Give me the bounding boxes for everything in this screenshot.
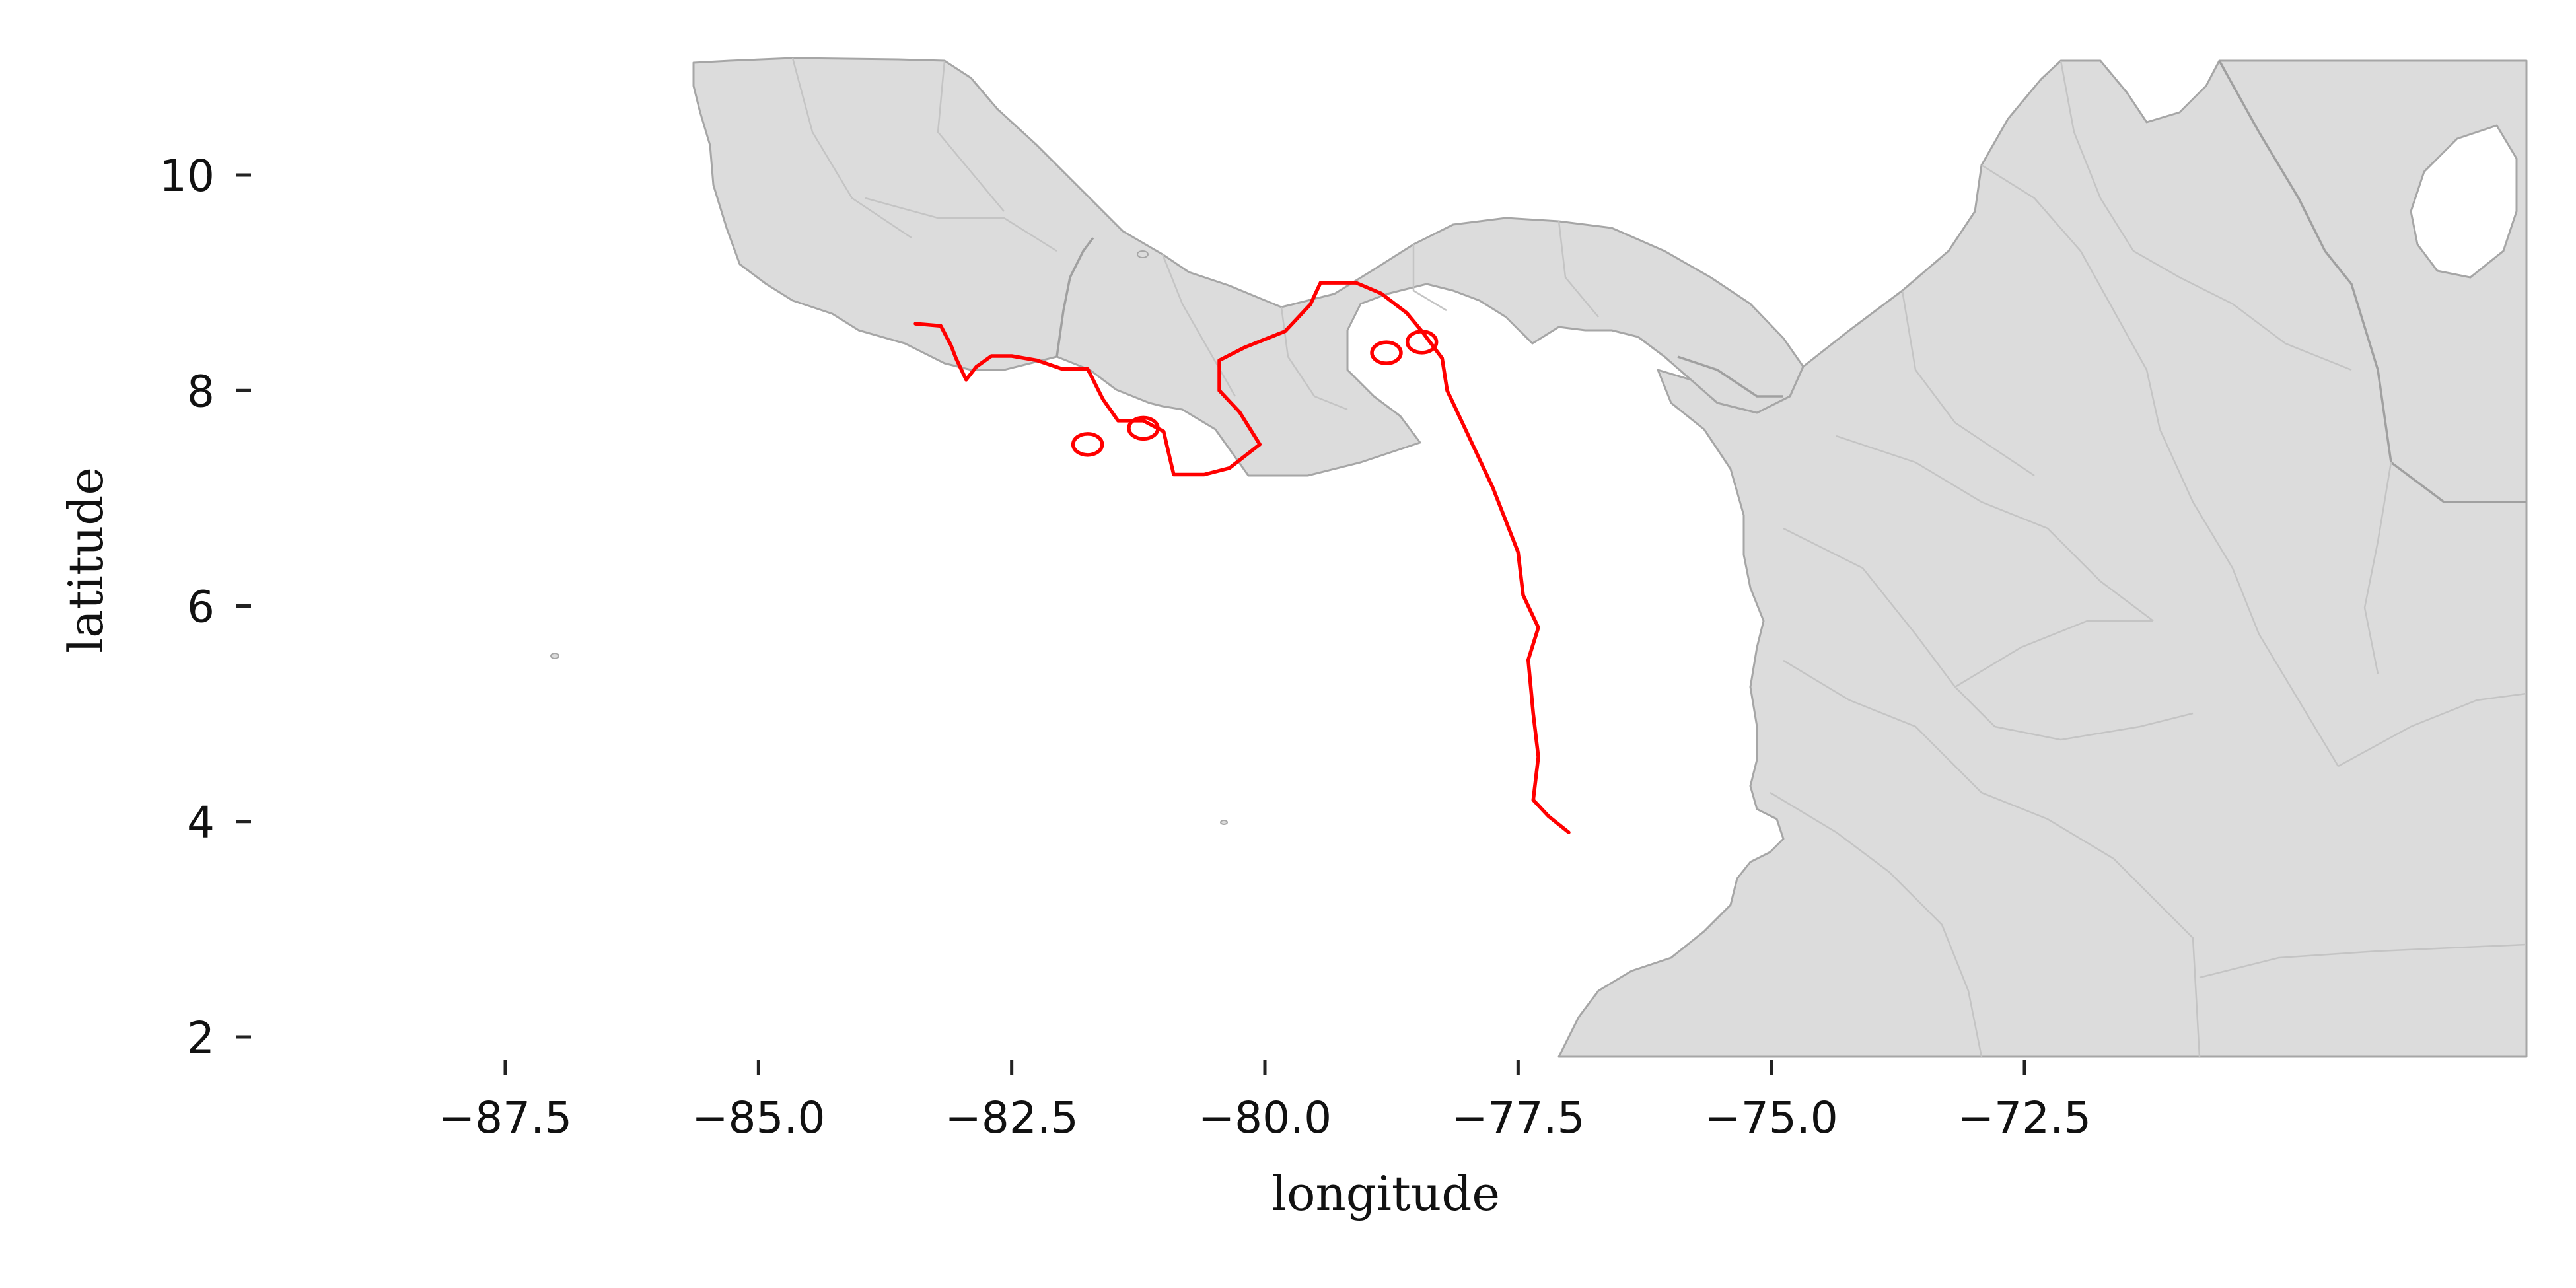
y-tick-label: 4 [187, 797, 215, 848]
x-tick-label: −80.0 [1198, 1092, 1332, 1143]
x-axis: −87.5 −85.0 −82.5 −80.0 −77.5 −75.0 −72.5 [439, 1060, 2091, 1143]
x-tick-label: −85.0 [692, 1092, 825, 1143]
admin-borders [791, 57, 2527, 1057]
highlight-outline [913, 281, 1571, 834]
islet-pacific-west [550, 653, 559, 659]
isthmus-landmass [692, 57, 1805, 477]
x-axis-title: longitude [1271, 1166, 1500, 1221]
y-axis-title: latitude [58, 467, 114, 653]
x-tick-label: −82.5 [945, 1092, 1079, 1143]
x-tick-label: −87.5 [439, 1092, 572, 1143]
highlight-outline-layer [913, 281, 1571, 834]
x-tick-label: −75.0 [1705, 1092, 1838, 1143]
y-tick-label: 2 [187, 1013, 215, 1063]
south-america-landmass [1557, 59, 2528, 1058]
highlight-island-outline [1405, 330, 1439, 355]
y-tick-label: 10 [159, 151, 215, 201]
x-tick-label: −72.5 [1958, 1092, 2091, 1143]
lake-maracaibo [2410, 124, 2518, 279]
islet-malpelo [1220, 820, 1228, 825]
y-tick-label: 8 [187, 366, 215, 417]
basemap-land [550, 57, 2528, 1058]
islet-caribbean [1137, 250, 1149, 258]
highlight-island-outline [1370, 340, 1403, 365]
y-tick-label: 6 [187, 582, 215, 633]
y-axis: 2 4 6 8 10 [159, 151, 251, 1063]
x-tick-label: −77.5 [1451, 1092, 1585, 1143]
highlight-island-outline [1127, 415, 1160, 441]
highlight-island-outline [1071, 432, 1104, 457]
